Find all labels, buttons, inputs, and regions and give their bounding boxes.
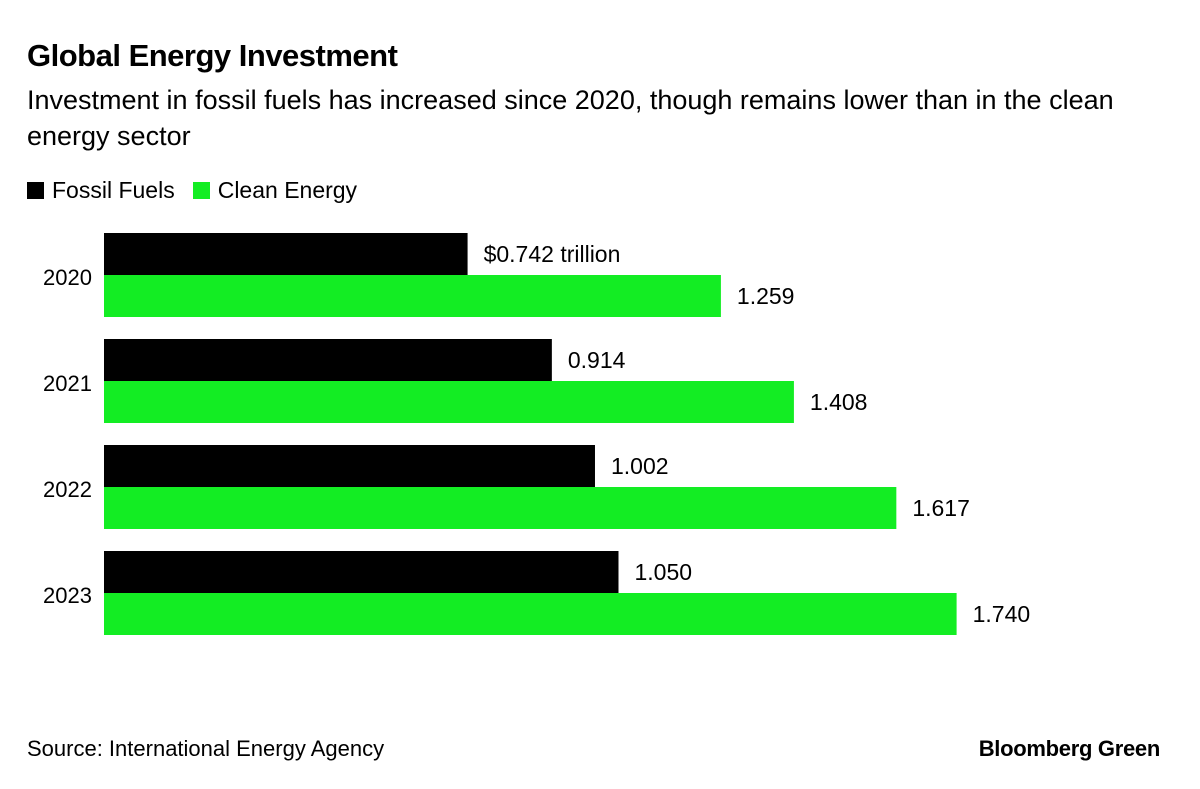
y-tick-label-2022: 2022 — [43, 477, 92, 502]
chart-title: Global Energy Investment — [27, 38, 398, 73]
bar-fossil-fuels-2023 — [104, 551, 619, 593]
y-tick-label-2023: 2023 — [43, 583, 92, 608]
y-tick-label-2021: 2021 — [43, 371, 92, 396]
legend-swatch-fossil-fuels — [27, 181, 44, 199]
bar-fossil-fuels-2022 — [104, 445, 595, 487]
data-label-fossil-fuels-2023: 1.050 — [635, 559, 693, 585]
legend-item-fossil-fuels: Fossil Fuels — [27, 175, 175, 205]
data-label-fossil-fuels-2021: 0.914 — [568, 347, 626, 373]
bar-fossil-fuels-2020 — [104, 233, 468, 275]
data-label-clean-energy-2022: 1.617 — [912, 495, 970, 521]
data-label-fossil-fuels-2022: 1.002 — [611, 453, 669, 479]
data-label-clean-energy-2023: 1.740 — [973, 601, 1031, 627]
bar-clean-energy-2021 — [104, 381, 794, 423]
bar-clean-energy-2022 — [104, 487, 897, 529]
brand-logo: Bloomberg Green — [978, 736, 1161, 761]
y-tick-label-2020: 2020 — [43, 265, 92, 290]
legend: Fossil Fuels Clean Energy — [27, 175, 375, 205]
legend-label-clean-energy: Clean Energy — [217, 177, 358, 203]
bar-fossil-fuels-2021 — [104, 339, 552, 381]
legend-label-fossil-fuels: Fossil Fuels — [52, 177, 175, 203]
data-label-clean-energy-2020: 1.259 — [737, 283, 795, 309]
chart-subtitle: Investment in fossil fuels has increased… — [27, 85, 1114, 151]
legend-item-clean-energy: Clean Energy — [192, 175, 358, 205]
bar-clean-energy-2020 — [104, 275, 721, 317]
data-label-fossil-fuels-2020: $0.742 trillion — [484, 241, 621, 267]
data-label-clean-energy-2021: 1.408 — [810, 389, 868, 415]
source-note: Source: International Energy Agency — [27, 736, 385, 761]
legend-swatch-clean-energy — [192, 181, 210, 199]
bar-clean-energy-2023 — [104, 593, 957, 635]
